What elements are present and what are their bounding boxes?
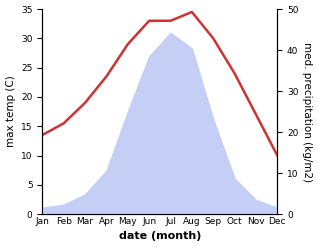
X-axis label: date (month): date (month) bbox=[119, 231, 201, 242]
Y-axis label: med. precipitation (kg/m2): med. precipitation (kg/m2) bbox=[302, 41, 313, 182]
Y-axis label: max temp (C): max temp (C) bbox=[5, 76, 16, 147]
